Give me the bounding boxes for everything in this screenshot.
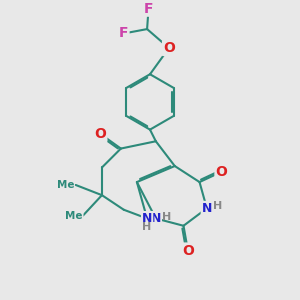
Text: O: O xyxy=(94,127,106,141)
Text: O: O xyxy=(215,165,227,179)
Text: H: H xyxy=(213,201,223,211)
Text: O: O xyxy=(163,41,175,55)
Text: Me: Me xyxy=(57,180,74,190)
Text: F: F xyxy=(119,26,128,40)
Text: H: H xyxy=(162,212,171,222)
Text: N: N xyxy=(202,202,212,215)
Text: N: N xyxy=(151,212,161,225)
Text: H: H xyxy=(142,222,152,232)
Text: F: F xyxy=(144,2,153,16)
Text: Me: Me xyxy=(65,211,83,220)
Text: N: N xyxy=(142,212,152,225)
Text: O: O xyxy=(182,244,194,257)
